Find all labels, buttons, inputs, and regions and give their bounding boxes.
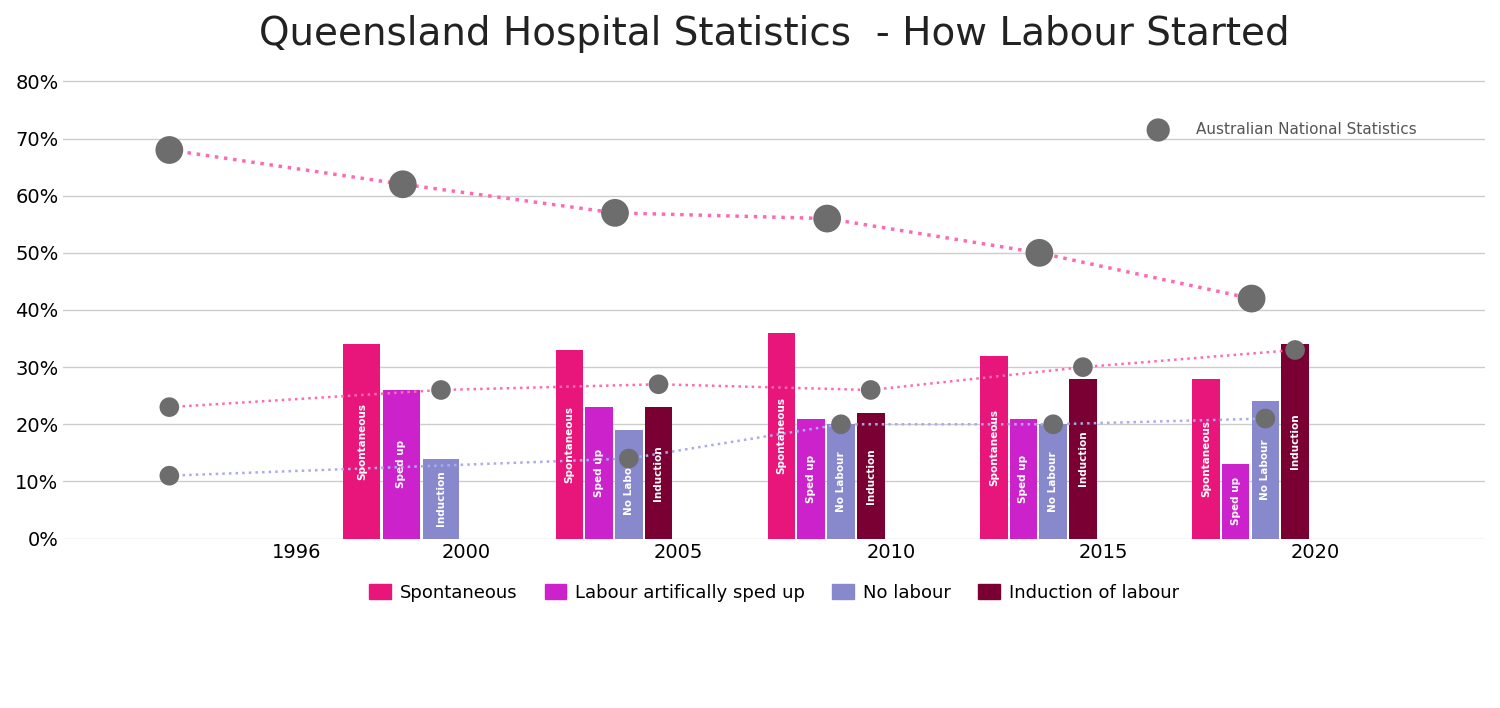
Bar [827, 424, 855, 539]
Title: Queensland Hospital Statistics  - How Labour Started: Queensland Hospital Statistics - How Lab… [260, 15, 1290, 53]
Point [603, 207, 627, 219]
Bar [798, 418, 825, 539]
Bar [1222, 464, 1250, 539]
Bar [1281, 344, 1310, 539]
Bar [344, 344, 380, 539]
Point [1071, 362, 1095, 373]
Legend: Spontaneous, Labour artifically sped up, No labour, Induction of labour: Spontaneous, Labour artifically sped up,… [362, 577, 1186, 609]
Point [158, 470, 182, 481]
Text: Induction: Induction [1078, 430, 1088, 486]
Text: No Labour: No Labour [836, 451, 846, 512]
Point [429, 384, 453, 396]
Bar [980, 355, 1008, 539]
Point [830, 418, 854, 430]
Text: No Labour: No Labour [624, 454, 634, 515]
Bar [768, 333, 795, 539]
Point [1282, 344, 1306, 355]
Point [1254, 413, 1278, 424]
Point [616, 453, 640, 464]
Bar [1070, 379, 1096, 539]
Point [1146, 125, 1170, 136]
Bar [1040, 424, 1066, 539]
Text: No Labour: No Labour [1048, 451, 1058, 512]
Text: Sped up: Sped up [807, 455, 816, 503]
Text: Spontaneous: Spontaneous [564, 406, 574, 483]
Point [392, 178, 416, 190]
Text: Sped up: Sped up [1019, 455, 1029, 503]
Bar [555, 350, 584, 539]
Text: Induction: Induction [865, 448, 876, 503]
Text: Sped up: Sped up [1230, 477, 1240, 525]
Point [158, 401, 182, 413]
Text: Sped up: Sped up [396, 440, 406, 489]
Bar [585, 407, 614, 539]
Bar [1251, 401, 1280, 539]
Bar [423, 459, 459, 539]
Point [1028, 247, 1051, 258]
Text: Australian National Statistics: Australian National Statistics [1197, 122, 1417, 137]
Text: Induction: Induction [654, 445, 663, 501]
Bar [856, 413, 885, 539]
Point [158, 144, 182, 156]
Text: Induction: Induction [1290, 413, 1300, 469]
Point [858, 384, 882, 396]
Text: Spontaneous: Spontaneous [777, 397, 786, 474]
Point [1239, 293, 1263, 304]
Bar [1192, 379, 1219, 539]
Point [815, 213, 839, 224]
Bar [1010, 418, 1038, 539]
Bar [382, 390, 420, 539]
Text: Spontaneous: Spontaneous [357, 403, 368, 480]
Text: Spontaneous: Spontaneous [1202, 420, 1210, 497]
Bar [615, 430, 642, 539]
Bar [645, 407, 672, 539]
Text: Induction: Induction [436, 471, 445, 526]
Text: Spontaneous: Spontaneous [988, 409, 999, 486]
Text: No Labour: No Labour [1260, 440, 1270, 501]
Text: Sped up: Sped up [594, 449, 604, 497]
Point [646, 379, 670, 390]
Point [1041, 418, 1065, 430]
